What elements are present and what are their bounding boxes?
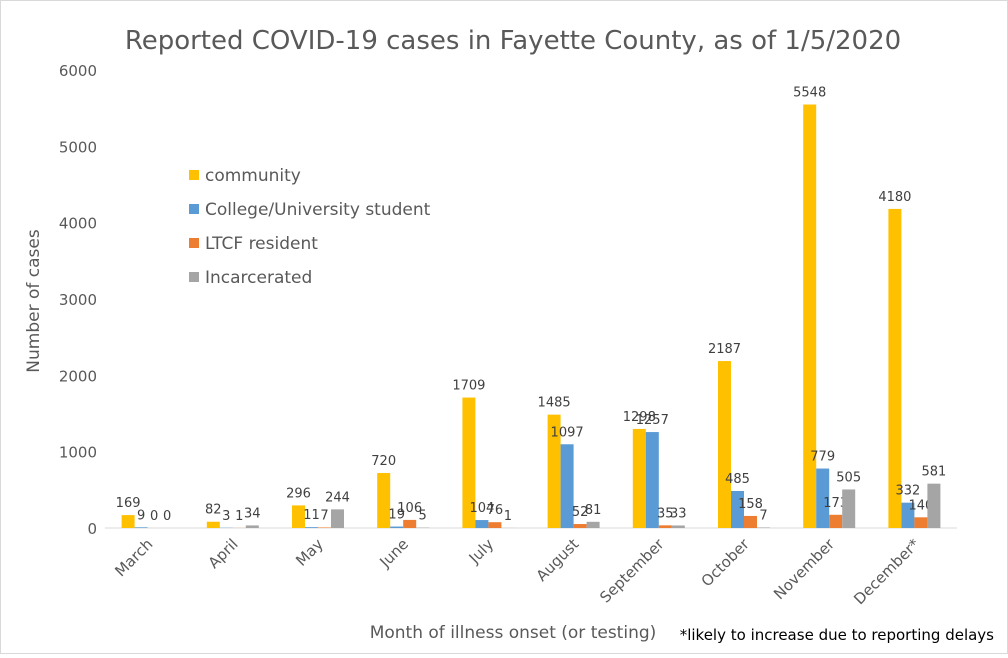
data-label: 81 xyxy=(585,503,602,518)
data-label: 1709 xyxy=(452,379,485,394)
y-axis: 0 1000 2000 3000 4000 5000 6000 xyxy=(59,62,957,538)
legend-swatch xyxy=(189,238,199,248)
y-tick-label: 5000 xyxy=(59,138,97,156)
data-label: 3 xyxy=(222,509,230,524)
bar xyxy=(135,527,148,528)
y-tick-label: 0 xyxy=(87,520,97,538)
bar xyxy=(842,489,855,528)
legend-label: LTCF resident xyxy=(205,234,318,254)
x-tick-label: September xyxy=(596,535,668,607)
bar xyxy=(672,525,685,528)
data-label: 1 xyxy=(235,509,243,524)
legend: community College/University student LTCF … xyxy=(189,166,431,288)
x-axis-label: Month of illness onset (or testing) xyxy=(370,623,657,643)
data-label: 1485 xyxy=(538,396,571,411)
bar xyxy=(207,522,220,528)
bar xyxy=(475,520,488,528)
bar xyxy=(403,520,416,528)
bar xyxy=(318,527,331,528)
bar xyxy=(659,525,672,528)
data-label: 7 xyxy=(320,508,328,523)
bar xyxy=(718,361,731,528)
data-label: 9 xyxy=(137,508,145,523)
x-tick-label: August xyxy=(533,535,583,585)
data-label: 1 xyxy=(504,509,512,524)
footnote: *likely to increase due to reporting del… xyxy=(680,626,994,644)
data-label: 5548 xyxy=(793,86,826,101)
bar xyxy=(574,524,587,528)
x-tick-label: April xyxy=(205,535,242,572)
data-label: 720 xyxy=(371,454,396,469)
data-label: 244 xyxy=(325,490,350,505)
y-tick-label: 6000 xyxy=(59,62,97,80)
y-tick-label: 2000 xyxy=(59,367,97,385)
data-label: 2187 xyxy=(708,342,741,357)
legend-swatch xyxy=(189,204,199,214)
y-tick-label: 3000 xyxy=(59,291,97,309)
data-label: 33 xyxy=(670,506,687,521)
data-label: 779 xyxy=(810,450,835,465)
x-axis: March April May June July August September Octo… xyxy=(111,535,923,609)
bar xyxy=(914,517,927,528)
bar xyxy=(633,429,646,528)
bar xyxy=(744,516,757,528)
y-tick-label: 4000 xyxy=(59,215,97,233)
bar xyxy=(927,484,940,528)
data-label: 485 xyxy=(725,472,750,487)
data-label: 0 xyxy=(150,509,158,524)
data-label: 4180 xyxy=(878,190,911,205)
legend-label: community xyxy=(205,166,301,186)
bar xyxy=(390,527,403,528)
bar xyxy=(757,527,770,528)
data-label: 0 xyxy=(163,509,171,524)
data-label: 82 xyxy=(205,503,222,518)
bar xyxy=(488,522,501,528)
data-label: 1097 xyxy=(551,425,584,440)
bar xyxy=(587,522,600,528)
data-label: 1257 xyxy=(636,413,669,428)
legend-label: College/University student xyxy=(205,200,431,220)
data-label: 581 xyxy=(921,465,946,480)
x-tick-label: June xyxy=(375,535,412,572)
data-label: 11 xyxy=(303,508,320,523)
x-tick-label: December* xyxy=(850,535,923,608)
bar xyxy=(246,525,259,528)
bar xyxy=(305,527,318,528)
y-tick-label: 1000 xyxy=(59,444,97,462)
bar xyxy=(331,509,344,528)
x-tick-label: October xyxy=(698,535,754,591)
data-label: 76 xyxy=(487,503,504,518)
legend-swatch xyxy=(189,170,199,180)
bar xyxy=(122,515,135,528)
y-axis-label: Number of cases xyxy=(24,229,44,373)
x-tick-label: March xyxy=(111,535,156,580)
data-label: 505 xyxy=(836,470,861,485)
x-tick-label: July xyxy=(465,535,498,568)
bar xyxy=(829,515,842,528)
data-label: 7 xyxy=(759,508,767,523)
bar xyxy=(888,209,901,528)
x-tick-label: May xyxy=(292,535,327,570)
legend-swatch xyxy=(189,272,199,282)
chart-title: Reported COVID-19 cases in Fayette Count… xyxy=(125,26,901,56)
x-tick-label: November xyxy=(770,535,838,603)
data-label: 5 xyxy=(419,509,427,524)
data-label: 34 xyxy=(244,506,261,521)
data-label: 296 xyxy=(286,486,311,501)
data-label: 332 xyxy=(895,484,920,499)
legend-label: Incarcerated xyxy=(205,268,312,288)
